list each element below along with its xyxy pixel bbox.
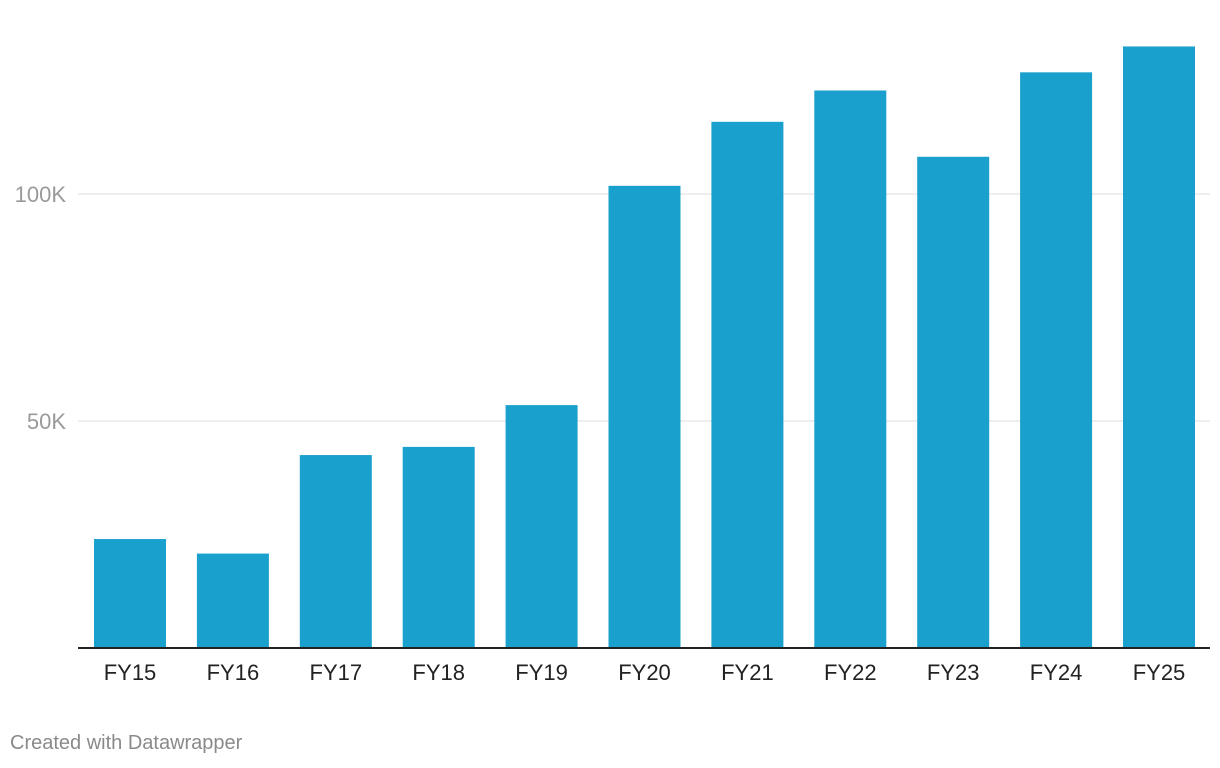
bar-fy19 (505, 405, 578, 648)
credit-text: Created with Datawrapper (10, 732, 243, 754)
y-tick-label: 100K (15, 182, 67, 207)
bar-fy15 (94, 539, 166, 648)
bar-fy20 (608, 185, 681, 648)
bar-fy21 (711, 121, 784, 648)
bar-fy23 (917, 156, 990, 648)
x-tick-label: FY18 (412, 660, 465, 685)
x-tick-label: FY16 (207, 660, 260, 685)
y-axis-labels: 50K 100K (15, 182, 67, 434)
bar-fy24 (1020, 72, 1093, 648)
x-tick-label: FY25 (1133, 660, 1186, 685)
y-tick-label: 50K (27, 409, 66, 434)
bar-fy18 (402, 446, 475, 648)
x-axis-labels: FY15 FY16 FY17 FY18 FY19 FY20 FY21 FY22 FY23 FY24… (104, 660, 1186, 685)
x-tick-label: FY15 (104, 660, 157, 685)
x-tick-label: FY23 (927, 660, 980, 685)
bar-fy25 (1123, 46, 1195, 648)
x-tick-label: FY21 (721, 660, 774, 685)
bar-fy17 (299, 455, 372, 648)
x-tick-label: FY17 (310, 660, 363, 685)
bar-fy16 (196, 553, 269, 648)
x-tick-label: FY20 (618, 660, 671, 685)
x-tick-label: FY19 (515, 660, 568, 685)
x-tick-label: FY24 (1030, 660, 1083, 685)
bar-fy22 (814, 90, 887, 649)
bars (94, 46, 1195, 649)
x-tick-label: FY22 (824, 660, 877, 685)
